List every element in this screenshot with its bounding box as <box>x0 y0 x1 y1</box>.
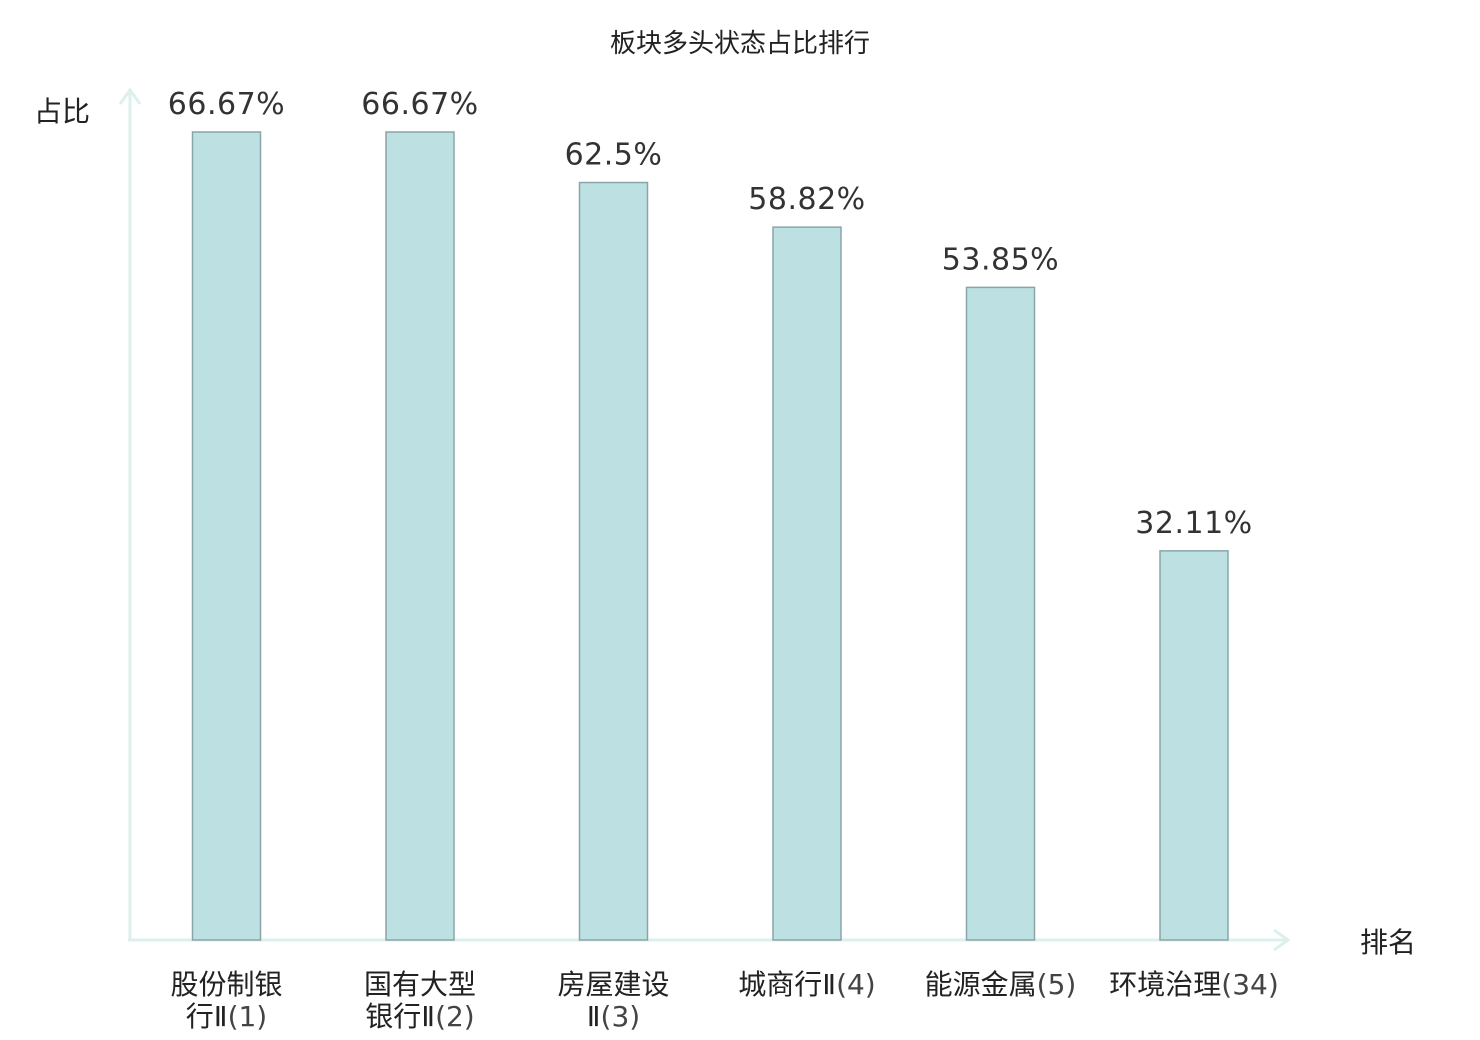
category-label-1-line-1: 股份制银 <box>170 968 282 1001</box>
category-rank: (4) <box>836 968 876 1001</box>
category-label-3-line-2: Ⅱ(3) <box>587 1000 640 1033</box>
x-axis-label: 排名 <box>1360 926 1416 959</box>
category-label-6-line-1: 环境治理(34) <box>1109 968 1279 1001</box>
category-name: 银行Ⅱ <box>365 1000 435 1033</box>
category-name: 国有大型 <box>364 968 476 1001</box>
bar-1 <box>191 131 262 941</box>
category-label-5-line-1: 能源金属(5) <box>925 968 1077 1001</box>
bar-2 <box>385 131 455 941</box>
category-name: 环境治理 <box>1109 968 1221 1001</box>
category-name: 能源金属 <box>925 968 1037 1001</box>
bars-group <box>191 131 1229 941</box>
category-name: Ⅱ <box>587 1000 601 1033</box>
chart-title: 板块多头状态占比排行 <box>610 29 870 59</box>
value-labels-group: 66.67% 66.67% 62.5% 58.82% 53.85% 32.11% <box>168 87 1252 541</box>
category-rank: (3) <box>601 1000 641 1033</box>
category-label-5: 能源金属(5) <box>925 968 1077 1001</box>
category-label-2-line-2: 银行Ⅱ(2) <box>365 1000 474 1033</box>
bar-5 <box>965 286 1036 941</box>
category-name: 房屋建设 <box>557 968 669 1001</box>
category-name: 行Ⅱ <box>186 1000 228 1033</box>
value-label-6: 32.11% <box>1135 506 1252 541</box>
value-label-1: 66.67% <box>168 87 285 122</box>
category-label-2-line-1: 国有大型 <box>364 968 476 1001</box>
y-axis: 占比 <box>34 87 142 940</box>
y-axis-arrow <box>118 87 142 105</box>
category-label-3-line-1: 房屋建设 <box>557 968 669 1001</box>
category-label-4-line-1: 城商行Ⅱ(4) <box>738 968 875 1001</box>
bar-4 <box>772 226 842 941</box>
category-label-1-line-2: 行Ⅱ(1) <box>186 1000 267 1033</box>
category-name: 城商行Ⅱ <box>738 968 836 1001</box>
x-axis: 排名 <box>128 926 1416 959</box>
category-name: 股份制银 <box>170 968 282 1001</box>
value-label-2: 66.67% <box>361 87 478 122</box>
y-axis-label: 占比 <box>34 95 90 128</box>
category-rank: (2) <box>435 1000 475 1033</box>
category-rank: (5) <box>1037 968 1077 1001</box>
value-label-5: 53.85% <box>942 242 1059 277</box>
bar-3 <box>578 181 649 941</box>
category-rank: (1) <box>228 1000 268 1033</box>
value-label-4: 58.82% <box>748 182 865 217</box>
bar-6 <box>1159 550 1229 941</box>
category-rank: (34) <box>1221 968 1278 1001</box>
category-label-6: 环境治理(34) <box>1109 968 1279 1001</box>
x-axis-arrow <box>1273 928 1291 952</box>
value-label-3: 62.5% <box>565 138 663 173</box>
category-label-4: 城商行Ⅱ(4) <box>738 968 875 1001</box>
